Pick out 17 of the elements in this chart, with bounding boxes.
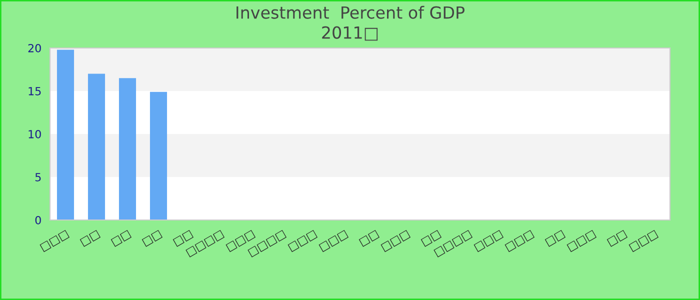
x-tick-label: □□ (544, 230, 566, 247)
bar (118, 78, 136, 220)
bar (88, 74, 106, 220)
y-tick-label: 5 (35, 173, 41, 182)
y-tick-label: 20 (28, 44, 41, 52)
chart-title: Investment Percent of GDP (236, 6, 465, 19)
x-tick-label: □□ (358, 230, 380, 247)
y-tick-label: 0 (35, 216, 41, 224)
x-tick-label: □□ (142, 230, 163, 247)
y-tick-label: 10 (28, 130, 41, 138)
bar (56, 50, 74, 220)
x-tick-label: □□ (110, 230, 132, 247)
bar (150, 92, 168, 220)
x-tick-label: □□ (606, 230, 628, 247)
x-tick-label: □□ (80, 230, 101, 247)
y-tick-label: 15 (28, 87, 41, 96)
chart-subtitle: 2011□ (322, 26, 378, 41)
